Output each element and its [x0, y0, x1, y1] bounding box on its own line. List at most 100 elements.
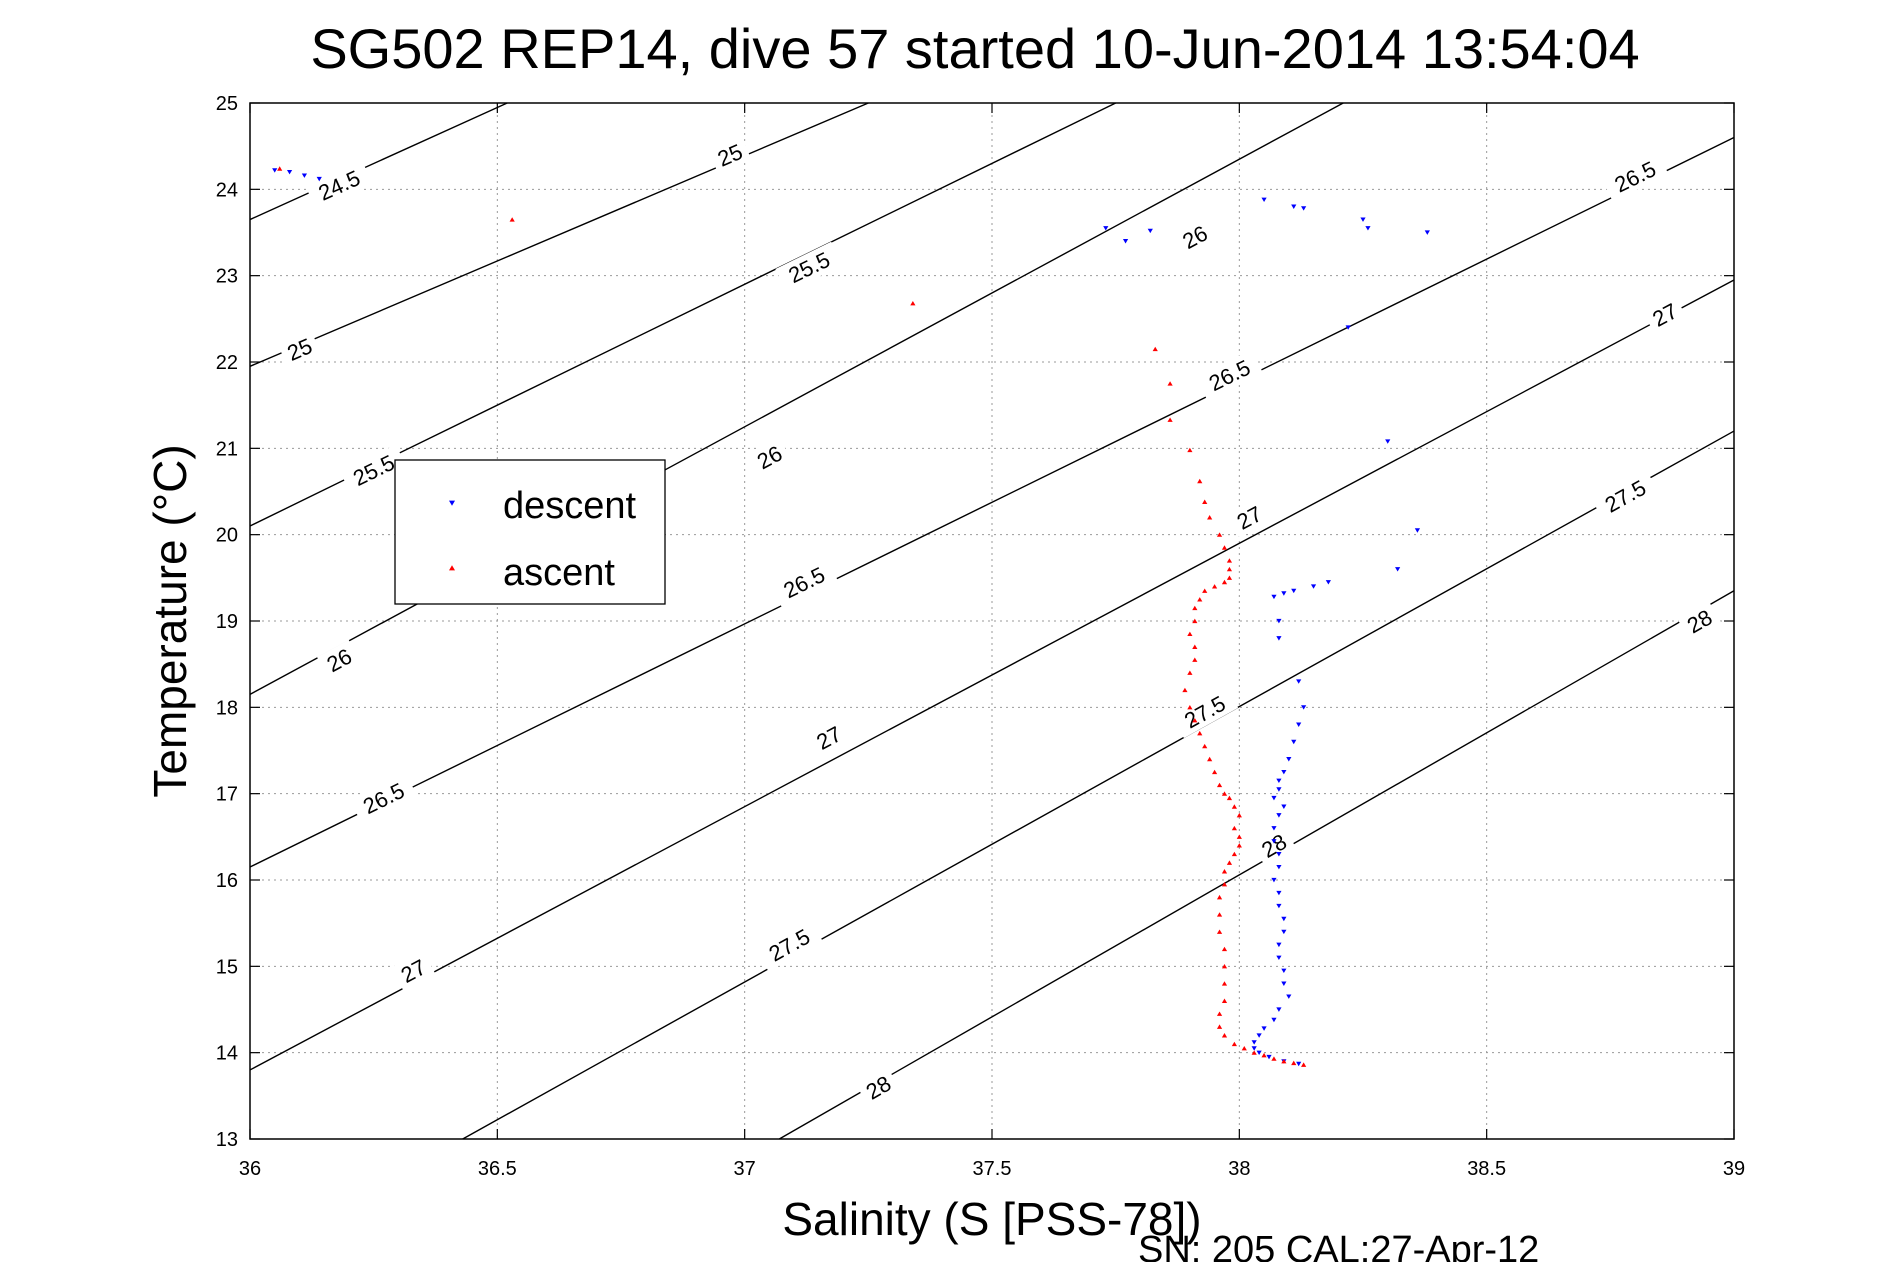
serial-calibration-note: SN: 205 CAL:27-Apr-12 [1138, 1229, 1539, 1262]
legend-descent-symbol [449, 500, 455, 506]
descent-point [1271, 826, 1277, 831]
ascent-point [1301, 1062, 1307, 1067]
ascent-point [1167, 417, 1173, 422]
ascent-point [1192, 618, 1198, 624]
ascent-point [509, 217, 515, 222]
x-tick-label: 38.5 [1467, 1158, 1506, 1180]
descent-point [1281, 804, 1287, 809]
ascent-point [1221, 579, 1228, 585]
descent-point [1296, 1061, 1302, 1067]
legend: descent ascent [394, 459, 666, 605]
y-tick-label: 23 [216, 266, 238, 288]
descent-point [1281, 916, 1287, 922]
contour-label-background [1677, 600, 1722, 642]
ascent-point [1236, 834, 1242, 839]
ascent-point [1202, 588, 1208, 593]
ascent-point [1207, 515, 1213, 520]
contour-label-background [770, 556, 838, 608]
descent-point [1296, 679, 1302, 684]
descent-point [1424, 230, 1430, 235]
descent-point [1360, 217, 1366, 222]
descent-point [1301, 206, 1307, 211]
contour-label-background [1171, 685, 1239, 739]
ascent-point [1226, 860, 1233, 865]
y-axis-ticks: 13 14 15 16 17 18 19 20 21 22 23 24 25 [216, 93, 1734, 1151]
ascent-point [1187, 447, 1193, 453]
descent-point [1345, 325, 1351, 330]
legend-ascent-label: ascent [503, 552, 615, 594]
descent-point [1296, 722, 1302, 727]
descent-point [1147, 228, 1153, 234]
density-contour-line [249, 136, 1735, 868]
ascent-point [1226, 566, 1233, 572]
contour-label-background [1172, 216, 1217, 257]
legend-descent-label: descent [503, 485, 637, 527]
ascent-point [1221, 545, 1228, 550]
ascent-point [1167, 381, 1173, 386]
ascent-point [1226, 575, 1233, 580]
descent-point [1276, 1007, 1282, 1012]
descent-point [1271, 795, 1277, 801]
ascent-point [1212, 584, 1218, 589]
contour-label-background [305, 160, 373, 210]
x-tick-label: 39 [1723, 1158, 1745, 1180]
descent-point [1261, 197, 1267, 203]
chart-title: SG502 REP14, dive 57 started 10-Jun-2014… [310, 17, 1639, 80]
ascent-point [1216, 782, 1223, 788]
descent-point [1251, 1040, 1257, 1045]
descent-point [1276, 852, 1282, 857]
x-tick-label: 36 [239, 1158, 261, 1180]
descent-point [1276, 903, 1282, 909]
ascent-point [1202, 499, 1208, 504]
descent-point [1251, 1046, 1257, 1051]
descent-point [1385, 439, 1391, 444]
contour-label-background [1591, 469, 1659, 523]
descent-point [1281, 591, 1287, 596]
contour-label-background [1195, 349, 1263, 401]
contour-label-background [1251, 825, 1297, 866]
descent-point [1256, 1033, 1262, 1038]
descent-point [1286, 994, 1292, 999]
ascent-point [1207, 756, 1213, 762]
descent-point [1276, 636, 1282, 641]
legend-box [394, 459, 666, 605]
ascent-point [1251, 1050, 1257, 1055]
legend-ascent-marker [449, 565, 455, 571]
descent-point [1122, 239, 1129, 244]
ascent-point [1261, 1052, 1267, 1058]
descent-point [1291, 588, 1297, 594]
y-tick-label: 15 [216, 956, 238, 978]
y-tick-label: 24 [216, 179, 238, 201]
ascent-point [1197, 597, 1203, 602]
ascent-point [1221, 998, 1228, 1003]
ascent-point [1216, 1024, 1223, 1029]
ascent-point [1226, 558, 1233, 563]
ascent-point [1221, 881, 1228, 887]
ascent-point [1187, 704, 1193, 710]
ascent-point [1216, 929, 1223, 934]
density-contour-line [249, 279, 1735, 1071]
descent-point [1276, 778, 1282, 784]
descent-point [1301, 705, 1307, 710]
descent-point [301, 173, 308, 178]
descent-point [1286, 757, 1292, 762]
y-tick-label: 18 [216, 697, 238, 719]
ascent-point [1236, 843, 1242, 848]
y-tick-label: 16 [216, 870, 238, 892]
x-axis-label: Salinity (S [PSS-78]) [782, 1193, 1201, 1245]
contour-label-background [277, 330, 322, 369]
ascent-point [1226, 795, 1233, 801]
ascent-point [1152, 346, 1158, 352]
ascent-point [1197, 478, 1203, 484]
descent-point [1291, 739, 1297, 745]
x-tick-label: 37.5 [973, 1158, 1012, 1180]
descent-point [1256, 1050, 1262, 1056]
density-contour-line [778, 590, 1735, 1140]
ascent-point [1192, 605, 1198, 611]
contour-label-background [1642, 294, 1687, 335]
descent-point [1103, 226, 1109, 231]
ascent-point [277, 166, 283, 171]
legend-descent-marker [449, 500, 455, 506]
